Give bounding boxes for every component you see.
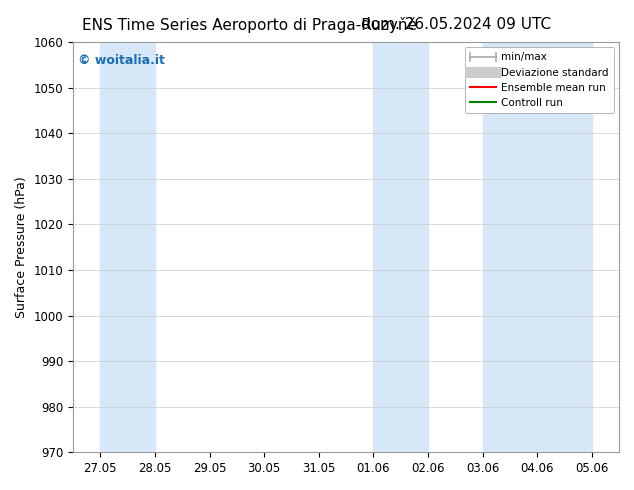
- Bar: [482, 42, 537, 452]
- Text: © woitalia.it: © woitalia.it: [79, 54, 165, 67]
- Text: ENS Time Series Aeroporto di Praga-Ruzyňě: ENS Time Series Aeroporto di Praga-Ruzyň…: [82, 17, 417, 33]
- Legend: min/max, Deviazione standard, Ensemble mean run, Controll run: min/max, Deviazione standard, Ensemble m…: [465, 47, 614, 113]
- Bar: [373, 42, 428, 452]
- Y-axis label: Surface Pressure (hPa): Surface Pressure (hPa): [15, 176, 28, 318]
- Bar: [100, 42, 155, 452]
- Bar: [537, 42, 592, 452]
- Text: dom. 26.05.2024 09 UTC: dom. 26.05.2024 09 UTC: [361, 17, 552, 32]
